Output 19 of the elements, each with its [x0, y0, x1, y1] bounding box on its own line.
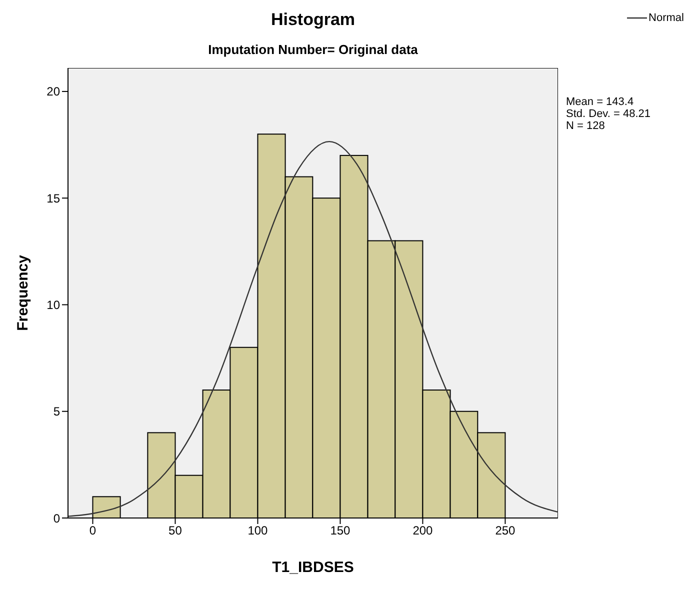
x-axis-title: T1_IBDSES — [272, 559, 354, 576]
x-tick-label: 0 — [89, 524, 96, 538]
y-tick-label: 15 — [46, 191, 60, 206]
y-axis-title: Frequency — [14, 254, 32, 331]
chart-title: Histogram — [270, 10, 356, 30]
x-tick-label: 150 — [330, 524, 351, 538]
x-tick-label: 50 — [168, 524, 182, 538]
legend-label: Normal — [648, 12, 684, 24]
x-tick-label: 100 — [248, 524, 268, 538]
text: Std. Dev. = 48.21 — [566, 108, 650, 120]
y-tick-label: 20 — [46, 84, 60, 99]
y-tick-label: 0 — [53, 511, 60, 526]
text: N = 128 — [566, 120, 606, 132]
y-tick-label: 5 — [53, 404, 60, 419]
x-tick-label: 200 — [412, 524, 434, 538]
text: Mean = 143.4 — [566, 96, 635, 108]
y-tick-label: 10 — [46, 298, 60, 312]
chart-subtitle: Imputation Number= Original data — [207, 42, 419, 57]
x-tick-label: 250 — [495, 524, 516, 538]
